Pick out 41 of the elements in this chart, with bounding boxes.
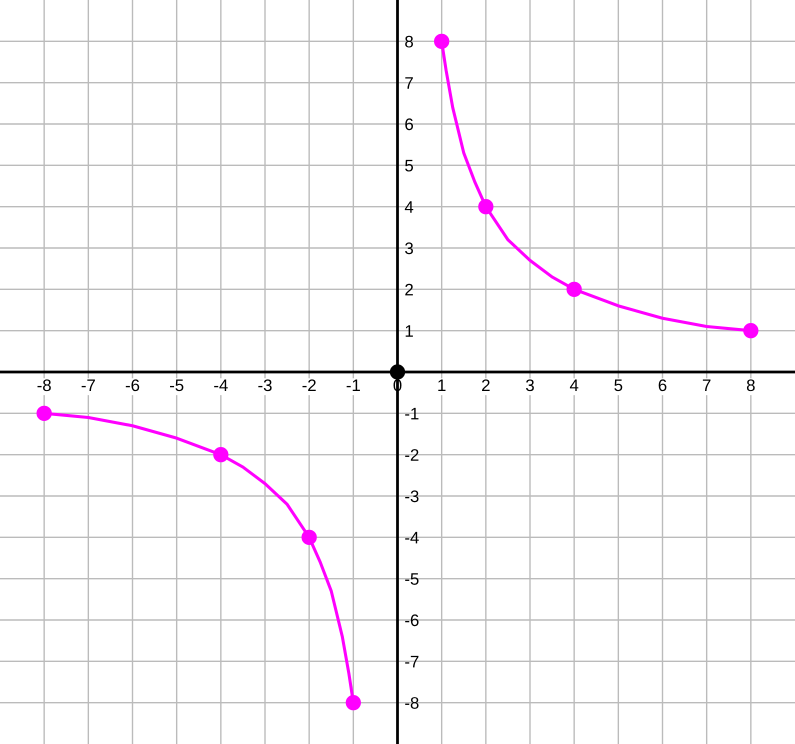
x-tick-label: -5	[170, 380, 184, 392]
x-tick-label: -2	[302, 379, 316, 392]
y-tick-label: -8	[405, 697, 419, 709]
x-tick-label: -6	[126, 379, 140, 392]
point	[390, 364, 406, 380]
x-tick-label: 7	[702, 380, 710, 392]
y-tick-label: 5	[405, 160, 414, 172]
x-tick-label: -4	[214, 380, 228, 392]
y-tick-label: -4	[405, 532, 419, 544]
y-tick-label: 8	[405, 36, 413, 48]
point	[213, 447, 228, 462]
x-tick-label: 4	[570, 380, 578, 392]
point	[434, 34, 450, 49]
y-tick-label: 4	[404, 201, 414, 213]
y-tick-label: 2	[405, 284, 413, 296]
x-tick-label: 8	[746, 379, 755, 392]
x-tick-label: -1	[346, 380, 360, 392]
y-tick-label: 1	[406, 325, 413, 337]
point	[478, 199, 494, 214]
y-tick-label: -7	[405, 656, 418, 668]
y-tick-label: -2	[405, 449, 418, 461]
y-tick-label: 3	[405, 242, 413, 254]
y-tick-label: -6	[405, 614, 419, 626]
x-tick-label: 3	[526, 379, 534, 392]
y-tick-label: -3	[405, 490, 419, 502]
x-tick-label: 1	[438, 380, 446, 392]
x-tick-label: -7	[82, 380, 95, 392]
x-tick-label: -3	[258, 379, 272, 392]
x-tick-label: 5	[614, 380, 622, 392]
y-tick-label: 7	[405, 77, 413, 89]
point	[302, 530, 317, 545]
x-tick-label: 2	[482, 379, 490, 392]
x-tick-label: 6	[658, 379, 666, 392]
y-tick-label: -1	[405, 408, 418, 420]
x-tick-label: -8	[37, 379, 51, 392]
y-tick-label: 6	[405, 118, 413, 130]
point	[743, 323, 758, 338]
point	[566, 282, 582, 297]
y-tick-label: -5	[405, 573, 419, 585]
point	[36, 406, 52, 421]
point	[346, 695, 361, 710]
